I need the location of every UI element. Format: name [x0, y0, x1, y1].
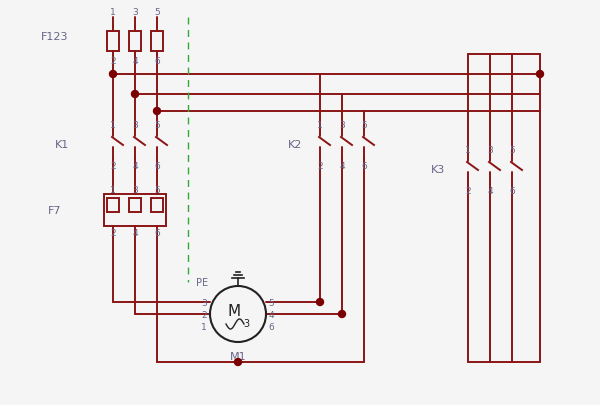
Text: 4: 4 [268, 310, 274, 319]
Bar [129, 198, 141, 213]
Text: 6: 6 [154, 228, 160, 237]
Text: F123: F123 [41, 32, 69, 42]
Text: 2: 2 [317, 161, 323, 170]
Text: 4: 4 [487, 186, 493, 195]
Text: 5: 5 [154, 8, 160, 17]
Text: 5: 5 [154, 185, 160, 194]
Circle shape [131, 91, 139, 98]
Bar [151, 198, 163, 213]
Text: 3: 3 [201, 298, 207, 307]
Text: 2: 2 [465, 186, 471, 195]
Text: 4: 4 [132, 56, 138, 65]
Text: 6: 6 [154, 161, 160, 170]
Text: 6: 6 [361, 161, 367, 170]
Bar [104, 194, 166, 226]
Circle shape [110, 71, 116, 78]
Bar [151, 32, 163, 52]
Text: 4: 4 [339, 161, 345, 170]
Text: 2: 2 [201, 310, 207, 319]
Text: 4: 4 [132, 228, 138, 237]
Text: 2: 2 [110, 161, 116, 170]
Text: 5: 5 [361, 120, 367, 129]
Text: 3: 3 [487, 145, 493, 154]
Text: PE: PE [196, 277, 208, 287]
Text: M1: M1 [230, 351, 247, 361]
Circle shape [235, 358, 241, 366]
Text: 1: 1 [110, 120, 116, 129]
Circle shape [338, 311, 346, 318]
Text: 1: 1 [110, 8, 116, 17]
Text: F7: F7 [48, 205, 62, 215]
Text: 6: 6 [268, 322, 274, 331]
Text: 3: 3 [132, 185, 138, 194]
Text: 1: 1 [317, 120, 323, 129]
Circle shape [154, 108, 161, 115]
Bar [129, 32, 141, 52]
Text: 5: 5 [268, 298, 274, 307]
Text: 6: 6 [154, 56, 160, 65]
Text: 1: 1 [110, 185, 116, 194]
Text: 5: 5 [509, 145, 515, 154]
Text: 4: 4 [132, 161, 138, 170]
Text: 1: 1 [201, 322, 207, 331]
Text: 3: 3 [132, 120, 138, 129]
Text: 5: 5 [154, 120, 160, 129]
Text: 3: 3 [339, 120, 345, 129]
Bar [107, 32, 119, 52]
Text: K2: K2 [288, 140, 302, 149]
Text: K1: K1 [55, 140, 69, 149]
Circle shape [317, 299, 323, 306]
Text: 1: 1 [465, 145, 471, 154]
Circle shape [536, 71, 544, 78]
Text: 2: 2 [110, 56, 116, 65]
Text: M: M [227, 303, 241, 318]
Bar [107, 198, 119, 213]
Text: 3: 3 [132, 8, 138, 17]
Text: 6: 6 [509, 186, 515, 195]
Text: 2: 2 [110, 228, 116, 237]
Text: 3: 3 [243, 318, 249, 328]
Text: K3: K3 [431, 164, 445, 175]
